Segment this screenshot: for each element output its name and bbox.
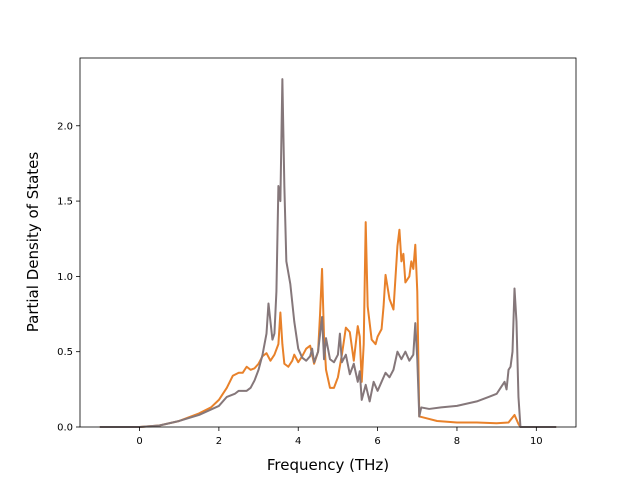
series-line-1 (99, 221, 557, 428)
x-tick-label: 8 (454, 436, 460, 447)
y-tick-label: 0.5 (57, 347, 73, 358)
series-line-2 (99, 78, 557, 428)
y-tick-label: 1.5 (57, 197, 73, 208)
x-tick-label: 4 (295, 436, 301, 447)
y-axis: 0.0 0.5 1.0 1.5 2.0 (57, 121, 80, 434)
y-tick-label: 0.0 (57, 423, 73, 434)
x-tick-label: 2 (216, 436, 222, 447)
x-tick-label: 6 (374, 436, 380, 447)
x-tick-label: 0 (136, 436, 142, 447)
plot-frame (79, 57, 577, 428)
series-layer (99, 78, 557, 428)
x-axis: 0 2 4 6 8 10 (136, 427, 543, 447)
y-tick-label: 2.0 (57, 121, 73, 132)
x-axis-title: Frequency (THz) (267, 456, 389, 474)
y-tick-label: 1.0 (57, 272, 73, 283)
y-axis-title: Partial Density of States (24, 152, 42, 333)
x-tick-label: 10 (530, 436, 543, 447)
